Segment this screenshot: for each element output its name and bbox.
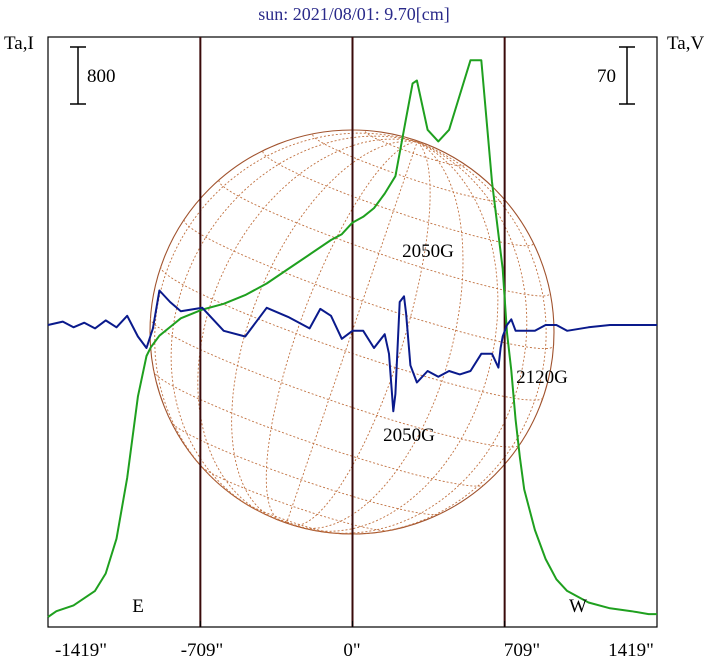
x-tick-label: 1419"	[608, 640, 654, 661]
x-tick-labels: -1419" -709" 0" 709" 1419"	[47, 621, 658, 661]
series-layer	[47, 59, 657, 618]
x-tick-label: 709"	[504, 640, 540, 661]
meridian-line	[286, 141, 528, 534]
parallel-line	[153, 370, 486, 487]
intensity-curve	[47, 59, 657, 618]
meridian-line	[170, 135, 418, 523]
left-axis-label: Ta,I	[4, 33, 34, 54]
parallel-line	[170, 420, 442, 516]
meridian-line	[265, 141, 418, 523]
parallel-line	[150, 317, 521, 448]
field-annotation: 2050G	[383, 425, 435, 446]
limb-label: W	[569, 596, 587, 617]
annotations: 2050G 2050G 2120G	[383, 241, 568, 446]
meridian-line	[286, 141, 499, 532]
solar-disk-grid	[149, 129, 555, 535]
limb-label: E	[132, 596, 144, 617]
chart-title: sun: 2021/08/01: 9.70[cm]	[258, 4, 450, 24]
polarization-curve	[47, 289, 657, 413]
x-tick-label: -1419"	[55, 640, 107, 661]
x-tick-label: 0"	[343, 640, 360, 661]
field-annotation: 2050G	[402, 241, 454, 262]
right-axis-label: Ta,V	[667, 33, 704, 54]
meridian-line	[286, 141, 464, 529]
parallel-line	[218, 180, 551, 297]
parallel-line	[364, 131, 465, 167]
parallel-line	[239, 498, 339, 534]
right-scale-bar	[619, 46, 635, 105]
parallel-line	[262, 151, 534, 247]
left-scale-bar-label: 800	[87, 66, 116, 87]
right-scale-bar-label: 70	[597, 66, 616, 87]
field-annotation: 2120G	[516, 367, 568, 388]
parallel-line	[183, 219, 554, 350]
x-tick-label: -709"	[181, 640, 224, 661]
meridian-line	[197, 138, 418, 523]
left-scale-bar	[70, 46, 86, 105]
